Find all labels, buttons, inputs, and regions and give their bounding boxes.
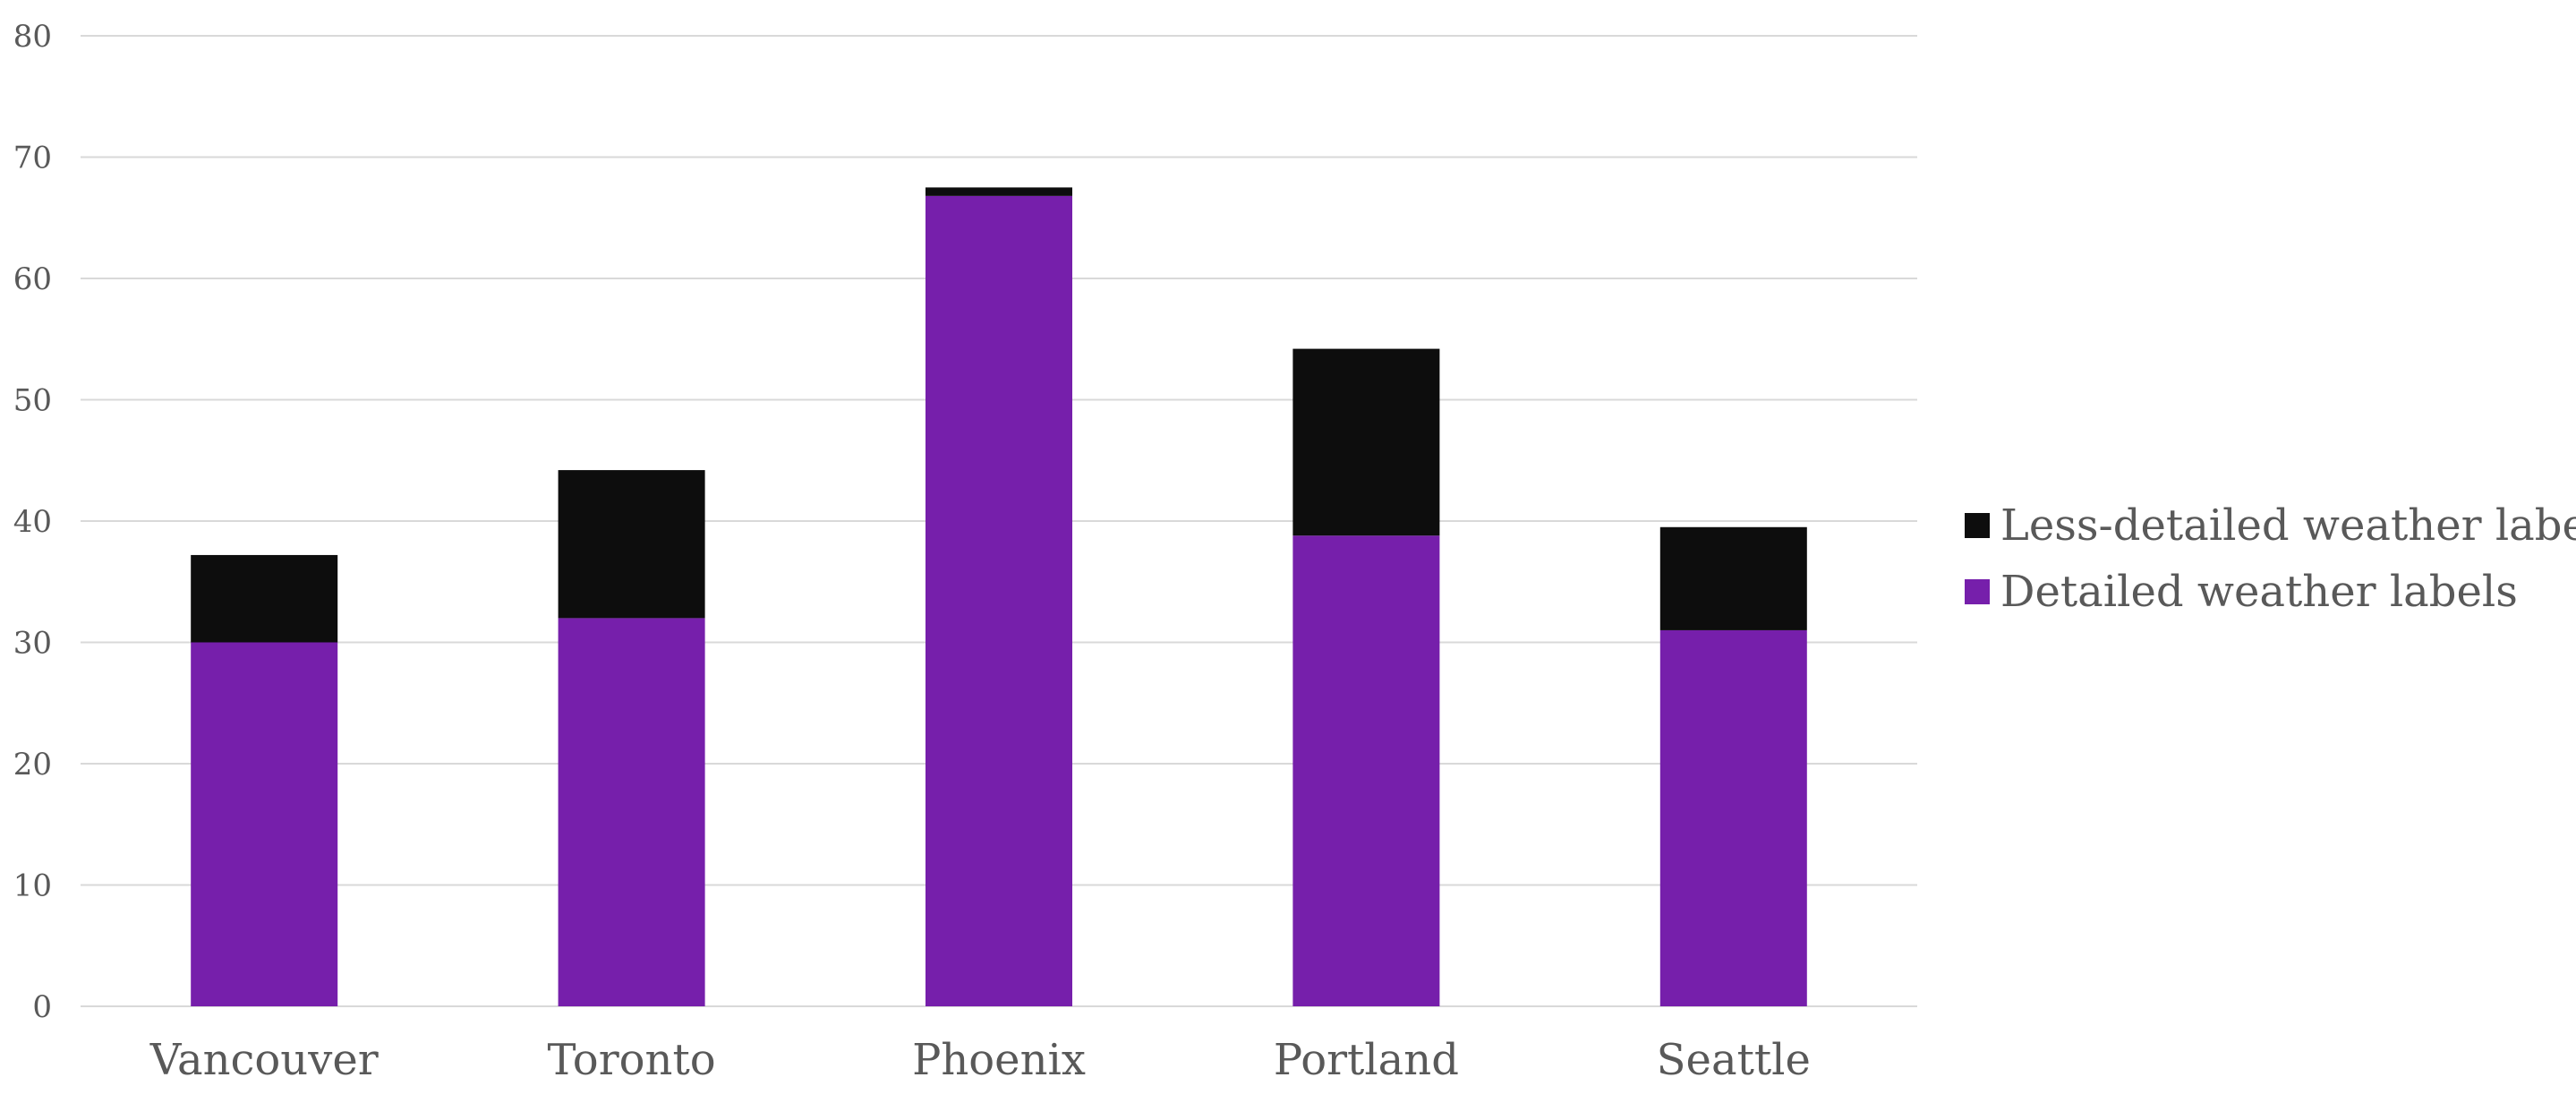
- bar-seattle-less-detailed: [1659, 526, 1807, 630]
- y-tick-label: 30: [13, 626, 52, 662]
- x-tick-label: Portland: [1274, 1035, 1459, 1085]
- y-tick-label: 70: [13, 141, 52, 176]
- x-tick-label: Phoenix: [912, 1035, 1086, 1085]
- y-tick-label: 50: [13, 383, 52, 419]
- bar-portland-detailed: [1292, 535, 1440, 1006]
- x-tick-label: Vancouver: [149, 1035, 379, 1085]
- legend-item-detailed: Detailed weather labels: [1965, 559, 2576, 625]
- legend-swatch-detailed: [1965, 579, 1990, 604]
- bar-vancouver-detailed: [191, 642, 338, 1006]
- legend-item-less-detailed: Less-detailed weather labels: [1965, 492, 2576, 559]
- legend-label-less-detailed: Less-detailed weather labels: [2000, 500, 2576, 551]
- y-tick-label: 80: [13, 19, 52, 55]
- x-tick-label: Toronto: [548, 1035, 716, 1085]
- y-tick-label: 40: [13, 504, 52, 540]
- legend-label-detailed: Detailed weather labels: [2000, 567, 2518, 617]
- bar-vancouver-less-detailed: [191, 554, 338, 643]
- bar-phoenix-detailed: [925, 195, 1072, 1007]
- y-axis-ticks: 0 10 20 30 40 50 60 70 80: [13, 19, 52, 1025]
- bar-seattle-detailed: [1659, 629, 1807, 1006]
- x-tick-label: Seattle: [1657, 1035, 1811, 1085]
- bars: [191, 187, 1807, 1007]
- y-tick-label: 20: [13, 747, 52, 782]
- legend-swatch-less-detailed: [1965, 513, 1990, 538]
- bar-toronto-less-detailed: [558, 470, 705, 619]
- y-tick-label: 0: [32, 989, 52, 1025]
- bar-portland-less-detailed: [1292, 348, 1440, 536]
- x-axis-ticks: Vancouver Toronto Phoenix Portland Seattle: [149, 1035, 1811, 1085]
- bar-phoenix-less-detailed: [925, 187, 1072, 196]
- legend: Less-detailed weather labels Detailed we…: [1965, 492, 2576, 625]
- y-tick-label: 60: [13, 261, 52, 297]
- bar-toronto-detailed: [558, 618, 705, 1006]
- y-tick-label: 10: [13, 868, 52, 904]
